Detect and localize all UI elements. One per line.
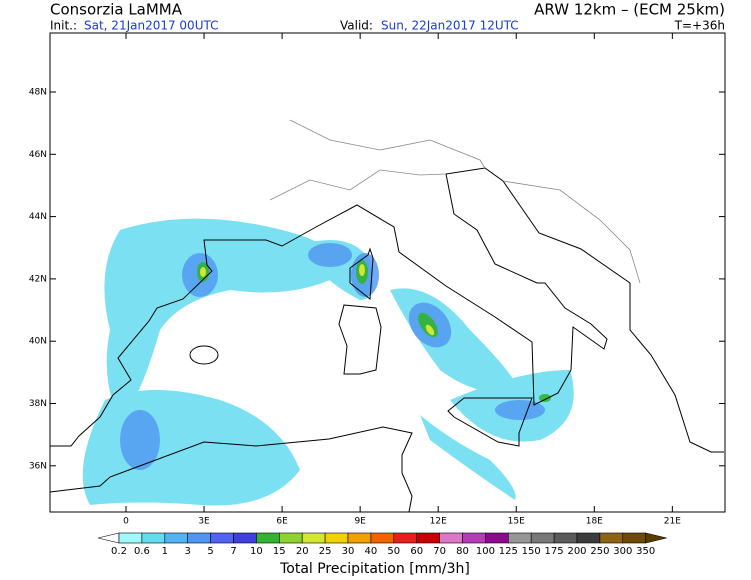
colorbar-label: 7 (230, 546, 236, 557)
colorbar-box (370, 532, 395, 544)
map-ticks: 48N 46N 44N 42N 40N 38N 36N 0 3E 6E 9E 12E 15E 18E 21E (29, 33, 725, 527)
title: Consorzia LaMMA (50, 1, 183, 19)
lon-label: 12E (430, 517, 447, 527)
colorbar-box (416, 532, 440, 544)
lat-label: 38N (29, 399, 47, 409)
colorbar-label: 80 (456, 546, 469, 557)
colorbar-box (576, 532, 601, 544)
lat-label: 36N (29, 461, 47, 471)
lon-label: 0 (123, 517, 129, 527)
colorbar-box (347, 532, 372, 544)
lat-label: 48N (29, 88, 47, 98)
colorbar-label: 1 (162, 546, 168, 557)
colorbar-box (622, 532, 646, 544)
colorbar-box (553, 532, 578, 544)
colorbar-box (256, 532, 280, 544)
init-label: Init.: (50, 19, 77, 33)
colorbar-label: 25 (319, 546, 332, 557)
colorbar-label: 70 (433, 546, 446, 557)
colorbar-label: 0.6 (134, 546, 150, 557)
colorbar-arrow (645, 532, 667, 544)
colorbar-label: 350 (636, 546, 655, 557)
lon-label: 15E (508, 517, 525, 527)
lead-time: T=+36h (674, 19, 725, 33)
colorbar-label: 60 (410, 546, 423, 557)
init-time: Sat, 21Jan2017 00UTC (84, 19, 218, 33)
colorbar-box (439, 532, 463, 544)
colorbar-label: 0.2 (111, 546, 127, 557)
valid-label: Valid: (340, 19, 373, 33)
colorbar-label: 175 (545, 546, 564, 557)
colorbar-box (187, 532, 211, 544)
colorbar-box (164, 532, 189, 544)
colorbar-box (301, 532, 326, 544)
model: ARW 12km – (ECM 25km) (534, 1, 725, 19)
colorbar-label: 100 (476, 546, 495, 557)
lon-label: 18E (586, 517, 603, 527)
colorbar-box (485, 532, 509, 544)
lat-label: 44N (29, 212, 47, 222)
colorbar-label: 5 (207, 546, 213, 557)
colorbar-arrow (97, 532, 120, 544)
colorbar-label: 30 (342, 546, 355, 557)
colorbar-label: 40 (365, 546, 378, 557)
colorbar-label: 300 (613, 546, 632, 557)
map-frame (49, 32, 726, 513)
colorbar-box (324, 532, 349, 544)
colorbar-box (599, 532, 624, 544)
coastlines (49, 119, 724, 513)
colorbar-box (530, 532, 555, 544)
colorbar-box (462, 532, 486, 544)
lon-label: 9E (354, 517, 366, 527)
lat-label: 46N (29, 150, 47, 160)
colorbar-label: 15 (273, 546, 286, 557)
colorbar-label: 50 (387, 546, 400, 557)
colorbar-box (393, 532, 417, 544)
colorbar-label: 250 (590, 546, 609, 557)
colorbar-label: 150 (522, 546, 541, 557)
colorbar-box (233, 532, 257, 544)
colorbar-label: 200 (567, 546, 586, 557)
colorbar: 0.2 0.6 1 3 5 7 10 15 20 25 30 40 50 60 70 80 100 125 150 1… (97, 532, 667, 557)
precipitation (82, 218, 574, 506)
colorbar-label: 20 (296, 546, 309, 557)
lon-label: 6E (276, 517, 288, 527)
colorbar-label: 3 (185, 546, 191, 557)
colorbar-title: Total Precipitation [mm/3h] (279, 561, 470, 577)
colorbar-label: 10 (250, 546, 263, 557)
colorbar-label: 125 (499, 546, 518, 557)
colorbar-box (278, 532, 303, 544)
lat-label: 42N (29, 274, 47, 284)
colorbar-box (210, 532, 234, 544)
colorbar-box (141, 532, 166, 544)
lon-label: 21E (664, 517, 681, 527)
lon-label: 3E (198, 517, 210, 527)
valid-time: Sun, 22Jan2017 12UTC (381, 19, 519, 33)
lat-label: 40N (29, 337, 47, 347)
colorbar-box (507, 532, 532, 544)
colorbar-box (118, 532, 143, 544)
